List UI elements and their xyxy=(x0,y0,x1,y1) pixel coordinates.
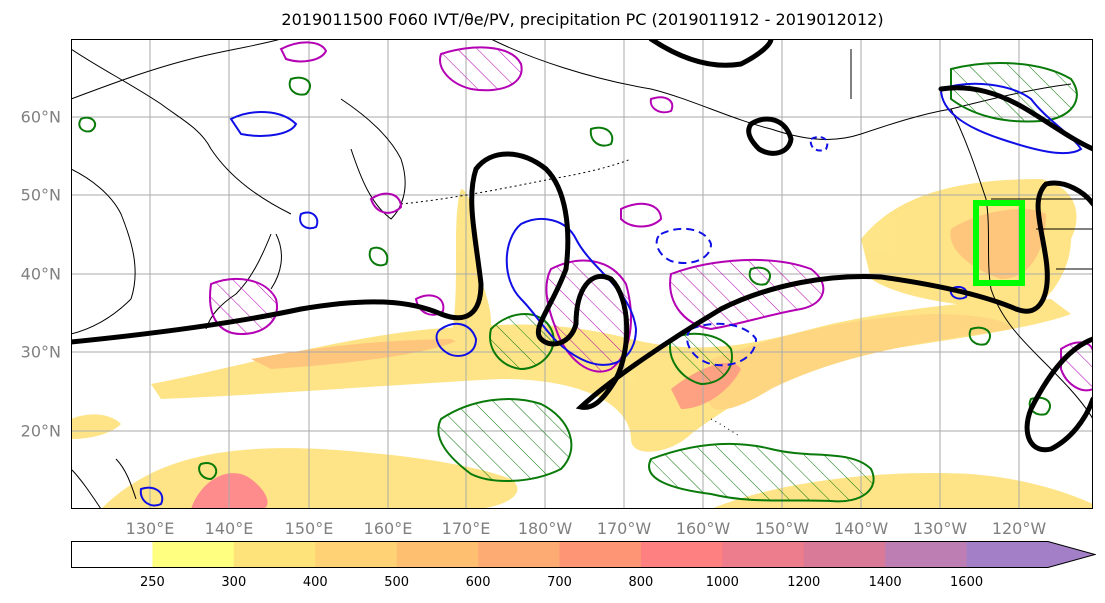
precip-patch-1 xyxy=(589,126,614,147)
pv-neg-dashed-east[interactable] xyxy=(655,227,713,264)
colorbar-tick-label: 1200 xyxy=(787,575,821,590)
coast-philippines xyxy=(71,458,137,509)
precip-patch-4 xyxy=(968,326,991,346)
colorbar-segment xyxy=(803,541,886,568)
ivt-plume-central-core xyxy=(251,339,461,369)
lon-label-150e: 150°E xyxy=(284,519,334,538)
lon-label-130w: 130°W xyxy=(912,519,968,538)
theta-e-contours xyxy=(71,39,1093,453)
theta-e-loop xyxy=(746,116,794,156)
pv-region-north xyxy=(439,46,523,92)
lon-label-140e: 140°E xyxy=(204,519,254,538)
aleutian-islands xyxy=(400,158,632,205)
coast-kamchatka xyxy=(340,98,406,220)
hawaii-islands xyxy=(710,418,742,438)
theta-e-northeast xyxy=(938,85,1093,152)
pv-region-center xyxy=(545,259,632,373)
colorbar-segment xyxy=(315,541,398,568)
map-canvas[interactable] xyxy=(71,39,1093,509)
lat-label-40n: 40°N xyxy=(20,264,61,284)
precip-region-east-coast xyxy=(950,62,1078,123)
colorbar-segment xyxy=(233,541,316,568)
colorbar-tick-label: 1400 xyxy=(868,575,902,590)
pv-neg-dashed-alaska xyxy=(809,136,829,152)
pv-neg-south xyxy=(139,486,164,507)
pv-neg-center xyxy=(505,218,638,366)
lon-label-170e: 170°E xyxy=(441,519,491,538)
lon-label-150w: 150°W xyxy=(754,519,810,538)
colorbar-segment xyxy=(478,541,560,568)
lon-label-160w: 160°W xyxy=(675,519,731,538)
precip-patch-3 xyxy=(198,462,218,481)
colorbar-tick-label: 600 xyxy=(465,575,491,590)
colorbar-segment xyxy=(885,541,968,568)
lat-label-30n: 30°N xyxy=(20,342,61,362)
pv-neg-southwest xyxy=(435,322,478,357)
figure-title: 2019011500 F060 IVT/θe/PV, precipitation… xyxy=(281,10,884,29)
lon-label-120w: 120°W xyxy=(991,519,1047,538)
pv-patch-3 xyxy=(620,202,663,228)
precip-patch-2 xyxy=(368,246,389,267)
colorbar-segment xyxy=(152,541,235,568)
pv-patch-4 xyxy=(649,96,674,114)
ivt-far-west-edge xyxy=(71,414,121,439)
lon-label-130e: 130°E xyxy=(125,519,175,538)
pv-neg-north xyxy=(229,111,298,137)
pv-neg-coast xyxy=(949,286,968,300)
pv-neg-dashed-mid xyxy=(686,322,758,367)
ivt-plume-east xyxy=(709,314,1011,410)
pv-patch-1 xyxy=(279,41,328,63)
map-panel[interactable] xyxy=(71,39,1093,509)
colorbar-tick-label: 250 xyxy=(139,575,165,590)
pv-positive-contours xyxy=(209,41,1093,392)
colorbar-segment xyxy=(640,541,723,568)
coast-asia-east xyxy=(71,39,292,335)
border-us-canada xyxy=(850,49,1093,270)
lon-label-170w: 170°W xyxy=(596,519,652,538)
theta-e-main xyxy=(71,151,1093,410)
pv-negative-contours xyxy=(139,82,1083,507)
colorbar-tick-label: 800 xyxy=(628,575,654,590)
lat-label-20n: 20°N xyxy=(20,421,61,441)
colorbar-segment xyxy=(396,541,479,568)
pv-patch-2 xyxy=(369,192,403,214)
colorbar-tick-label: 1000 xyxy=(705,575,739,590)
precip-patch-7 xyxy=(78,116,97,133)
colorbar-segment xyxy=(559,541,642,568)
colorbar-tick-label: 500 xyxy=(384,575,410,590)
lat-label-50n: 50°N xyxy=(20,185,61,205)
lon-label-160e: 160°E xyxy=(363,519,413,538)
pv-region-east xyxy=(669,258,825,331)
colorbar-segment xyxy=(71,541,153,568)
theta-e-north xyxy=(648,39,774,68)
ivt-tongue-north xyxy=(451,189,491,349)
precip-patch-6 xyxy=(288,76,311,96)
colorbar-segment xyxy=(966,541,1095,568)
theta-e-southeast xyxy=(1024,336,1093,453)
lon-label-180w: 180°W xyxy=(517,519,573,538)
precip-region-south xyxy=(437,398,573,482)
precip-region-mid xyxy=(669,332,733,386)
lat-label-60n: 60°N xyxy=(20,107,61,127)
map-border xyxy=(71,39,1093,509)
colorbar-tick-label: 1600 xyxy=(950,575,984,590)
colorbar xyxy=(71,541,1096,568)
target-region-box[interactable] xyxy=(973,200,1025,286)
pv-neg-west-small xyxy=(299,211,319,230)
colorbar-tick-label: 400 xyxy=(302,575,328,590)
colorbar-segment xyxy=(722,541,805,568)
colorbar-outline xyxy=(71,541,1096,568)
precip-contours xyxy=(78,62,1078,503)
colorbar-tick-label: 300 xyxy=(221,575,247,590)
colorbar-tick-label: 700 xyxy=(547,575,572,590)
lon-label-140w: 140°W xyxy=(833,519,889,538)
precip-region-southeast xyxy=(648,442,875,503)
pv-neg-northeast xyxy=(939,82,1083,155)
